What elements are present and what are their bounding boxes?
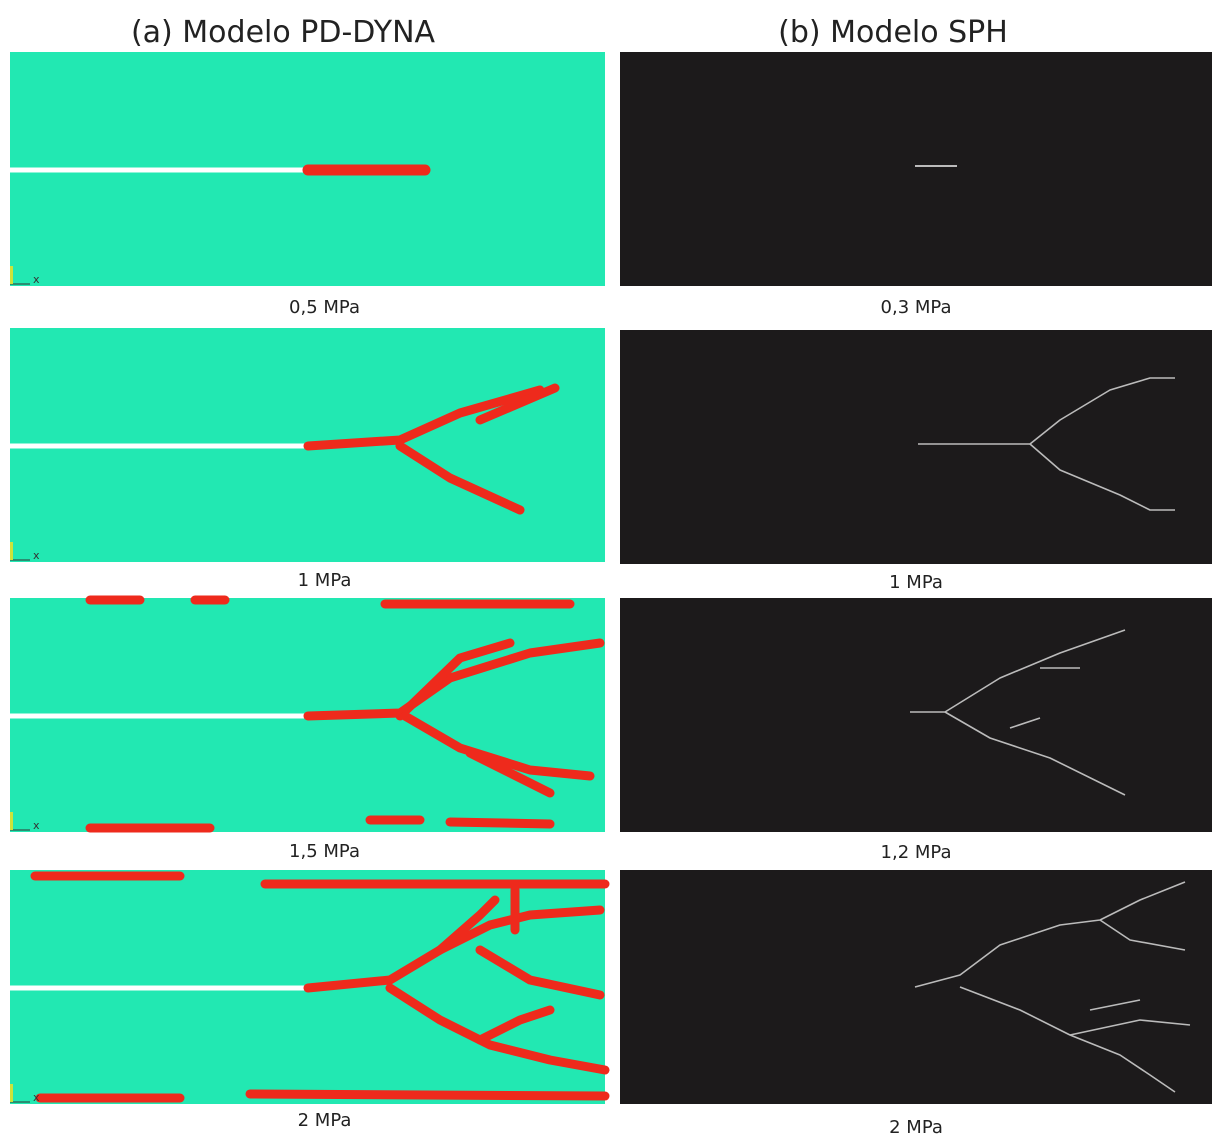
panel-label: 0,5 MPa (289, 297, 360, 318)
simulation-image (620, 52, 1212, 286)
crack-damage (450, 822, 550, 824)
panel (620, 330, 1212, 564)
column-b-title: (b) Modelo SPH (778, 15, 1008, 50)
axis-mark (10, 542, 13, 560)
panel: x (10, 52, 605, 286)
axis-mark (10, 812, 13, 830)
panel: x (10, 870, 605, 1104)
panel (620, 52, 1212, 286)
axis-mark (10, 266, 13, 284)
axis-mark (10, 1084, 13, 1102)
axis-label: x (33, 819, 40, 832)
panel-label: 1 MPa (889, 572, 943, 593)
panel (620, 598, 1212, 832)
simulation-image (620, 330, 1212, 564)
panel: x (10, 598, 605, 832)
axis-label: x (33, 1091, 40, 1104)
panel-label: 1,5 MPa (289, 841, 360, 862)
axis-label: x (33, 273, 40, 286)
simulation-image (620, 598, 1212, 832)
column-a-title: (a) Modelo PD-DYNA (131, 15, 436, 50)
panel (620, 870, 1212, 1104)
crack-damage (250, 1094, 605, 1096)
panel-label: 1,2 MPa (881, 842, 952, 863)
panel-label: 1 MPa (298, 570, 352, 591)
axis-label: x (33, 549, 40, 562)
panel-label: 2 MPa (298, 1110, 352, 1131)
figure: (a) Modelo PD-DYNA (b) Modelo SPH x 0,5 M… (0, 0, 1213, 1136)
panel: x (10, 328, 605, 562)
panel-label: 0,3 MPa (881, 297, 952, 318)
panel-label: 2 MPa (889, 1117, 943, 1136)
